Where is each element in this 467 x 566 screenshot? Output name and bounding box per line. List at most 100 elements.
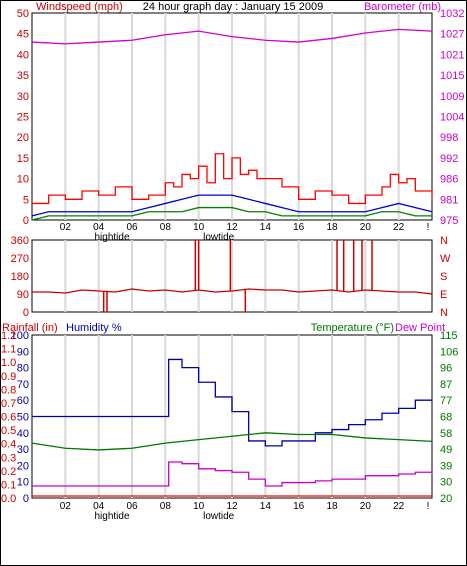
y2-tick-label: 49 (440, 444, 452, 456)
direction-left-ticks: 0 90 180 270 360 (11, 235, 29, 319)
rain-tick-label: 0.3 (1, 452, 16, 464)
climate-x-ticks: 02 04 06 08 10 12 14 16 18 20 22 ! hightide lowtide (60, 501, 430, 522)
y-tick-label: 0 (23, 493, 29, 505)
y2-tick-label: 981 (440, 194, 458, 206)
rain-tick-label: 0.7 (1, 398, 16, 410)
barometer-line (31, 28, 433, 45)
climate-panel: 0 10 20 30 40 50 60 70 80 90 100 0.0 0.10.2 0.30.4 0.5… (1, 330, 458, 522)
wind-x-ticks: 02 04 06 08 10 12 14 16 18 20 22 ! hightide lowtide (60, 222, 430, 243)
y2-tick-label: 20 (440, 493, 452, 505)
tide-annotation: hightide (94, 511, 129, 522)
y2-tick-label: 1009 (440, 91, 464, 103)
x-tick-label: 16 (293, 501, 305, 512)
x-tick-label: 22 (393, 501, 405, 512)
y2-tick-label: 77 (440, 395, 452, 407)
x-tick-label: 20 (360, 222, 372, 233)
barometer-axis-label: Barometer (mb) (364, 1, 441, 13)
chart-title: 24 hour graph day : January 15 2009 (143, 1, 323, 13)
climate-left-ticks: 0 10 20 30 40 50 60 70 80 90 100 0.0 0.10.2 0.30.4 0.5… (1, 330, 29, 505)
rain-tick-label: 0.1 (1, 479, 16, 491)
y2-tick-label: 30 (440, 477, 452, 489)
y-tick-label: 50 (17, 412, 29, 424)
y2-tick-label: S (440, 271, 447, 283)
x-tick-label: ! (427, 222, 430, 233)
x-tick-label: 08 (160, 501, 172, 512)
x-tick-label: 02 (60, 501, 72, 512)
x-tick-label: 06 (126, 501, 138, 512)
y-tick-label: 15 (17, 153, 29, 165)
average-line (31, 194, 433, 217)
y-tick-label: 60 (17, 395, 29, 407)
y-tick-label: 10 (17, 174, 29, 186)
direction-line (32, 288, 433, 295)
tide-annotation: hightide (94, 232, 129, 243)
tide-annotation: lowtide (203, 232, 235, 243)
y-tick-label: 100 (11, 330, 29, 342)
rain-tick-label: 0.2 (1, 466, 16, 478)
x-tick-label: 04 (93, 222, 105, 233)
rain-tick-label: 0.5 (1, 425, 16, 437)
x-tick-label: 10 (193, 501, 205, 512)
dewpoint-line (32, 461, 433, 487)
y2-tick-label: W (440, 253, 451, 265)
rain-tick-label: 0.0 (1, 493, 16, 505)
y-tick-label: 40 (17, 428, 29, 440)
x-tick-label: 14 (260, 501, 272, 512)
y-tick-label: 360 (11, 235, 29, 247)
y2-tick-label: N (440, 307, 448, 319)
rain-tick-label: 1.1 (1, 344, 16, 356)
y-tick-label: 10 (17, 477, 29, 489)
x-tick-label: 10 (193, 222, 205, 233)
humidity-axis-label: Humidity % (66, 322, 122, 334)
y-tick-label: 50 (17, 8, 29, 20)
y-tick-label: 25 (17, 112, 29, 124)
direction-series (32, 240, 433, 312)
y2-tick-label: 986 (440, 174, 458, 186)
x-tick-label: 18 (326, 501, 338, 512)
y-tick-label: 20 (17, 460, 29, 472)
wind-right-ticks: 975 981 986 992 998 1004 1009 1015 1021 1027 1032 (440, 8, 464, 227)
x-tick-label: 02 (60, 222, 72, 233)
y2-tick-label: 1032 (440, 8, 464, 20)
y2-tick-label: 58 (440, 428, 452, 440)
x-tick-label: 08 (160, 222, 172, 233)
wind-left-ticks: 0 5 10 15 20 25 30 35 40 45 50 (17, 8, 29, 227)
y-tick-label: 20 (17, 132, 29, 144)
y-tick-label: 35 (17, 70, 29, 82)
x-tick-label: 16 (293, 222, 305, 233)
climate-series (31, 358, 433, 497)
y-tick-label: 90 (17, 289, 29, 301)
temperature-axis-label: Temperature (°F) (311, 322, 394, 334)
wind-series (31, 28, 433, 221)
x-tick-label: 22 (393, 222, 405, 233)
x-tick-label: 20 (360, 501, 372, 512)
y2-tick-label: 1004 (440, 112, 464, 124)
y2-tick-label: 992 (440, 153, 458, 165)
y2-tick-label: N (440, 235, 448, 247)
y-tick-label: 5 (23, 194, 29, 206)
rain-tick-label: 0.9 (1, 371, 16, 383)
y-tick-label: 40 (17, 49, 29, 61)
y-tick-label: 30 (17, 444, 29, 456)
rain-tick-label: 0.4 (1, 439, 16, 451)
humidity-line (32, 358, 432, 447)
rain-tick-label: 0.6 (1, 412, 16, 424)
rainfall-axis-label: Rainfall (in) (2, 322, 58, 334)
temperature-line (31, 432, 433, 451)
rain-tick-label: 1.2 (1, 330, 16, 342)
x-tick-label: 04 (93, 501, 105, 512)
rain-tick-label: 1.0 (1, 357, 16, 369)
y2-tick-label: 1015 (440, 70, 464, 82)
y2-tick-label: 39 (440, 460, 452, 472)
y-tick-label: 80 (17, 363, 29, 375)
y2-tick-label: 68 (440, 412, 452, 424)
y2-tick-label: 106 (440, 346, 458, 358)
x-tick-label: 14 (260, 222, 272, 233)
y2-tick-label: 998 (440, 132, 458, 144)
y-tick-label: 90 (17, 346, 29, 358)
